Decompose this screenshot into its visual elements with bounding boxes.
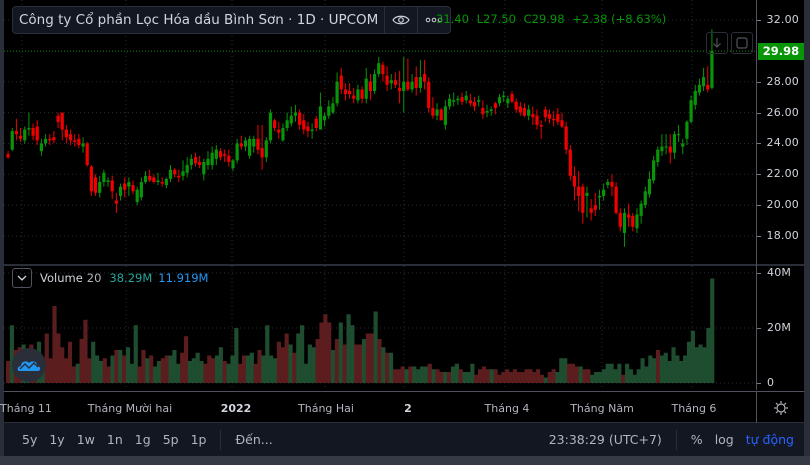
more-icon — [426, 17, 443, 23]
fullscreen-icon — [736, 37, 748, 49]
chart-settings-button[interactable] — [756, 392, 805, 423]
price-tick — [757, 20, 761, 21]
time-axis-label: Tháng Mười hai — [87, 402, 173, 415]
eye-icon — [392, 15, 411, 25]
volume-axis-label: 40M — [767, 266, 792, 279]
chart-container[interactable]: 32.00 28.00 26.00 24.00 22.00 20.00 18.00 40M 20… — [0, 0, 805, 423]
price-axis-label: 20.00 — [766, 198, 799, 212]
time-axis-label: Tháng 6 — [671, 402, 717, 415]
fullscreen-button[interactable] — [731, 32, 753, 54]
time-axis-label: Tháng Hai — [298, 402, 354, 415]
percent-scale-toggle[interactable]: % — [690, 432, 703, 447]
volume-axis-label: 20M — [767, 321, 792, 334]
volume-tick — [757, 383, 761, 384]
toolbar-divider — [675, 429, 677, 450]
time-axis[interactable]: Tháng 11 Tháng Mười hai 2022 Tháng Hai 2 Thán… — [0, 391, 805, 423]
range-1w-button[interactable]: 1w — [76, 432, 95, 447]
window-bottom-edge — [0, 456, 810, 465]
bottom-toolbar: 5y 1y 1w 1n 1g 5p 1p Đến... 23:38:29 (UT… — [4, 423, 804, 456]
price-pane[interactable] — [4, 0, 756, 265]
toolbar-divider — [220, 429, 222, 450]
volume-legend[interactable]: Volume 20 38.29M 11.919M — [12, 268, 208, 288]
goto-date-button[interactable]: Đến... — [235, 432, 273, 447]
tradingview-logo[interactable] — [12, 348, 46, 382]
symbol-title[interactable]: Công ty Cổ phần Lọc Hóa dầu Bình Sơn · 1… — [19, 12, 379, 28]
volume-tick — [757, 328, 761, 329]
price-axis-label: 28.00 — [766, 74, 799, 88]
range-1y-button[interactable]: 1y — [49, 432, 65, 447]
volume-label: Volume — [40, 271, 83, 285]
range-buttons: 5y 1y 1w 1n 1g 5p 1p — [4, 432, 212, 447]
range-1p-button[interactable]: 1p — [190, 432, 207, 447]
ohlc-high: 31.40 — [436, 12, 469, 26]
price-axis-label: 26.00 — [766, 105, 799, 119]
time-axis-label: Tháng 11 — [0, 402, 52, 415]
symbol-legend[interactable]: Công ty Cổ phần Lọc Hóa dầu Bình Sơn · 1… — [12, 6, 452, 34]
range-1g-button[interactable]: 1g — [134, 432, 151, 447]
price-axis-label: 32.00 — [766, 13, 799, 26]
ohlc-low: L27.50 — [476, 12, 516, 26]
more-options-button[interactable] — [417, 7, 450, 33]
volume-length: 20 — [86, 271, 102, 285]
chevron-down-icon — [17, 275, 27, 281]
pane-divider[interactable] — [4, 264, 804, 266]
price-axis-label: 22.00 — [766, 167, 799, 181]
price-tick — [757, 205, 761, 207]
volume-value: 38.29M — [109, 271, 153, 285]
logo-cloud-icon — [17, 361, 41, 371]
arrow-down-icon — [713, 38, 721, 48]
price-axis-label: 24.00 — [766, 136, 799, 150]
last-price-label: 29.98 — [758, 43, 804, 60]
scroll-to-latest-button[interactable] — [706, 32, 728, 54]
time-axis-label: Tháng Năm — [570, 402, 634, 415]
time-axis-label: 2 — [404, 402, 412, 415]
volume-axis-label: 0 — [767, 376, 775, 389]
volume-ma-value: 11.919M — [158, 271, 209, 285]
range-5y-button[interactable]: 5y — [22, 432, 38, 447]
price-tick — [757, 143, 761, 145]
time-axis-label: Tháng 4 — [484, 402, 530, 415]
auto-scale-toggle[interactable]: tự động — [745, 432, 794, 447]
price-axis-label: 18.00 — [766, 229, 799, 243]
toggle-visibility-button[interactable] — [384, 7, 417, 33]
price-tick — [757, 236, 761, 238]
volume-tick — [757, 273, 761, 274]
log-scale-toggle[interactable]: log — [714, 432, 734, 447]
gear-icon — [774, 400, 788, 415]
volume-pane[interactable] — [4, 266, 756, 390]
ohlc-change: +2.38 (+8.63%) — [572, 12, 667, 26]
time-axis-label: 2022 — [220, 402, 252, 415]
ohlc-values: 31.40 L27.50 C29.98 +2.38 (+8.63%) — [436, 12, 670, 26]
range-5p-button[interactable]: 5p — [162, 432, 179, 447]
price-tick — [757, 81, 761, 83]
price-axis[interactable]: 32.00 28.00 26.00 24.00 22.00 20.00 18.00 40M 20… — [756, 0, 805, 390]
price-tick — [757, 174, 761, 176]
clock-timezone[interactable]: 23:38:29 (UTC+7) — [548, 432, 662, 447]
price-tick — [757, 112, 761, 114]
toolbar-right: 23:38:29 (UTC+7) % log tự động — [548, 429, 804, 450]
ohlc-close: C29.98 — [523, 12, 565, 26]
collapse-volume-button[interactable] — [12, 268, 32, 288]
range-1n-button[interactable]: 1n — [106, 432, 123, 447]
